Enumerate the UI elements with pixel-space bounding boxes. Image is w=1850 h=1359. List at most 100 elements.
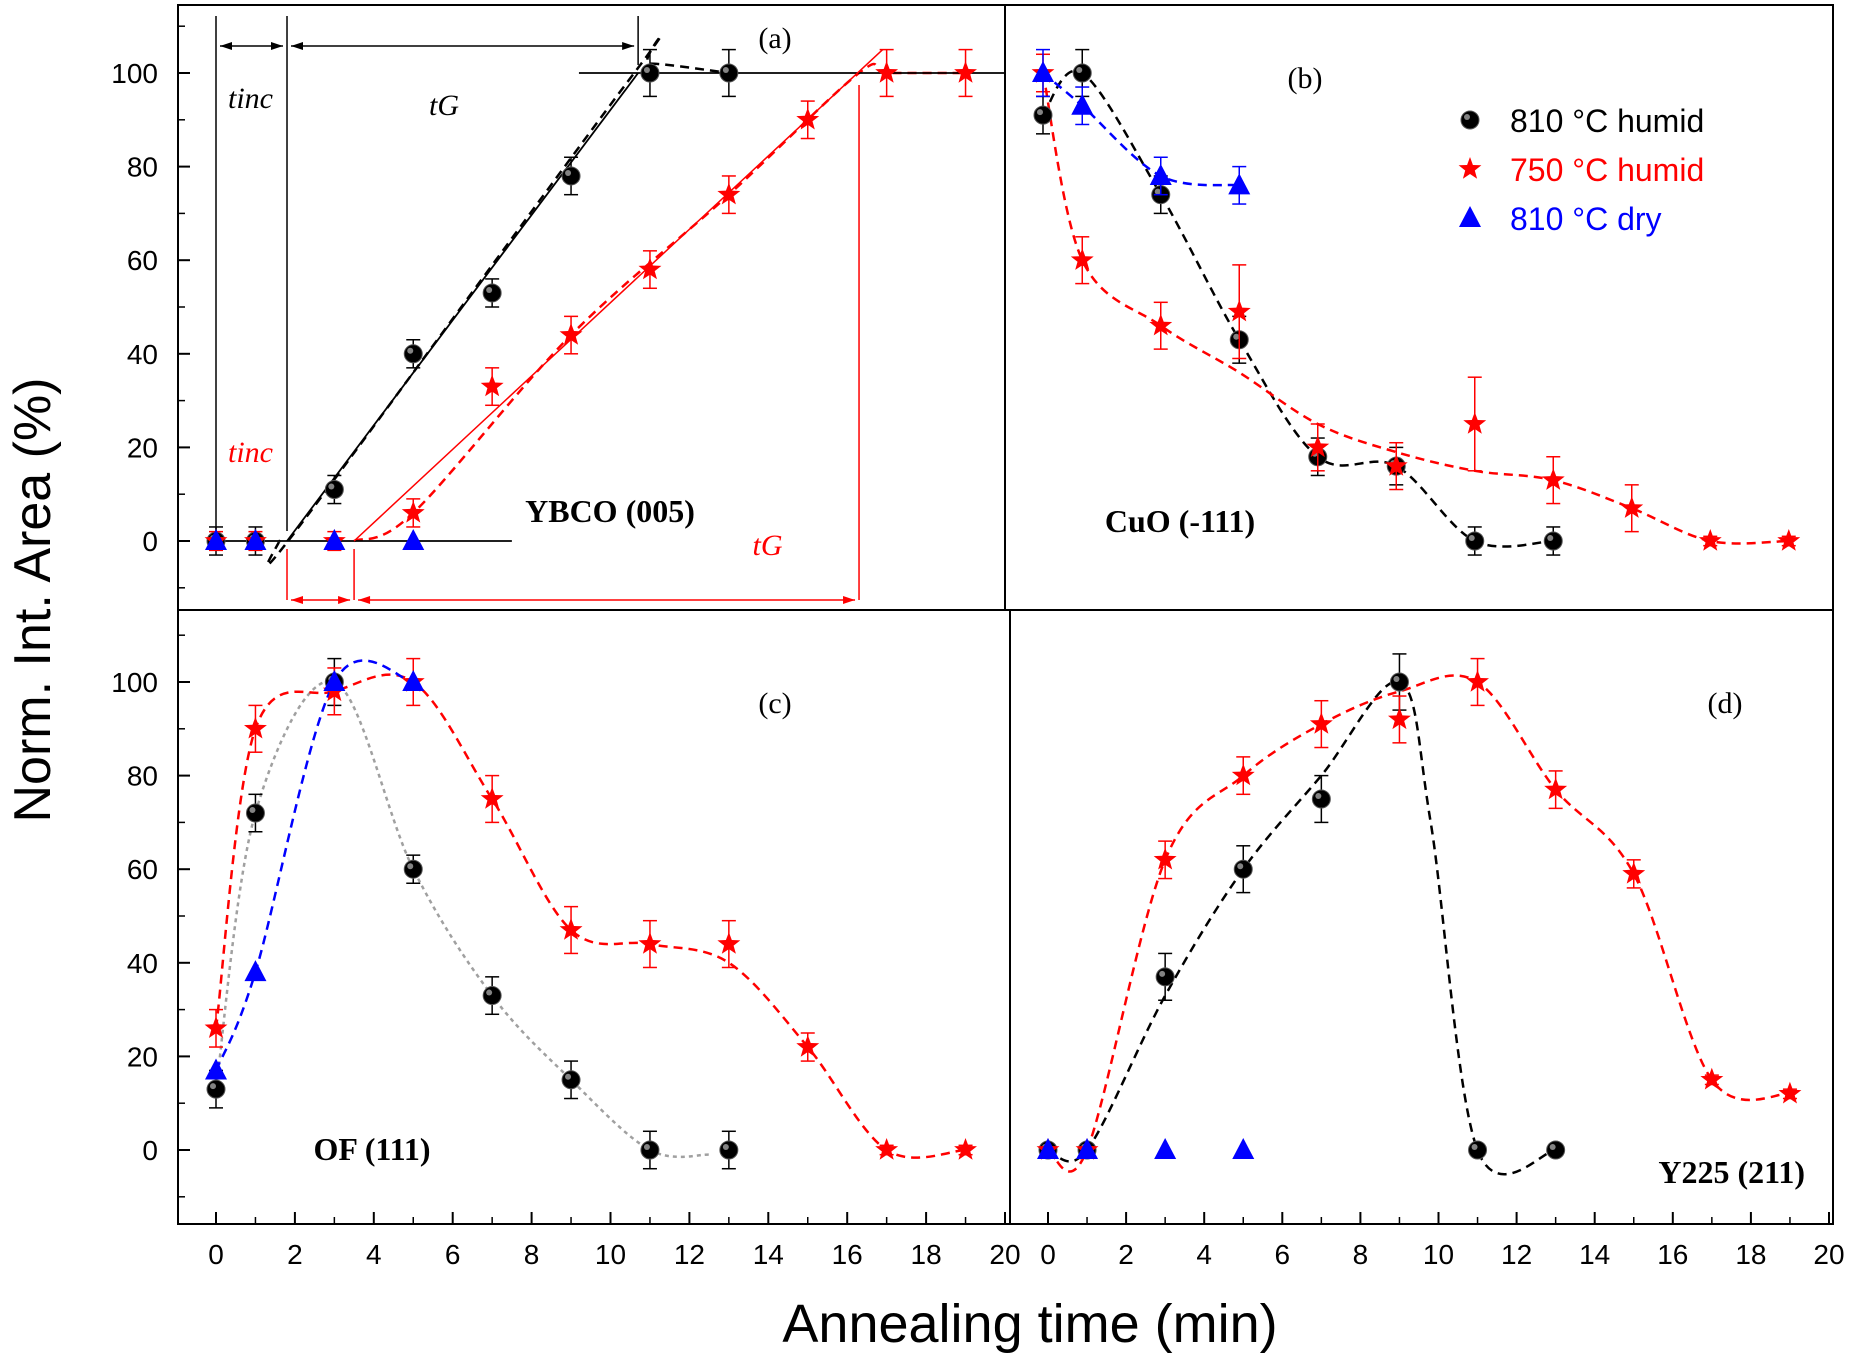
arrow-head: [358, 596, 371, 604]
fit-curve: [1041, 72, 1789, 545]
data-point: [205, 1058, 227, 1080]
data-point: [1466, 670, 1489, 692]
data-point: [638, 932, 662, 954]
data-point: [954, 61, 977, 83]
data-point: [1233, 859, 1253, 879]
data-point-highlight: [722, 67, 729, 73]
y-tick-label: 20: [127, 1041, 158, 1072]
data-point: [1149, 313, 1173, 336]
arrow-head: [291, 42, 304, 50]
data-point-highlight: [722, 1144, 729, 1150]
data-point: [1033, 105, 1053, 125]
arrow-head: [338, 596, 351, 604]
series-triangle: [205, 670, 425, 1080]
fit-curve: [1047, 674, 1791, 1173]
data-point: [1546, 1140, 1566, 1160]
data-point: [245, 803, 265, 823]
data-point: [1155, 967, 1175, 987]
data-point-highlight: [1393, 676, 1400, 682]
data-point: [796, 107, 820, 130]
data-point: [206, 1079, 226, 1099]
x-tick-label: 14: [753, 1239, 784, 1270]
legend: 810 °C humid 750 °C humid 810 °C dry: [1458, 103, 1704, 237]
arrow-head: [843, 596, 856, 604]
x-tick-label: 4: [1196, 1239, 1212, 1270]
data-point: [403, 344, 423, 364]
x-tick-label: 6: [1275, 1239, 1291, 1270]
y-tick-label: 60: [127, 245, 158, 276]
data-point-highlight: [1154, 188, 1161, 195]
data-point: [402, 529, 425, 550]
x-tick-label: 14: [1579, 1239, 1610, 1270]
arrow-head: [291, 596, 304, 604]
data-point: [244, 529, 267, 550]
y-axis-title: Norm. Int. Area (%): [4, 378, 62, 823]
panel-letter: (d): [1708, 687, 1743, 720]
y-tick-label: 100: [111, 667, 158, 698]
data-point: [1463, 412, 1487, 434]
data-point: [1154, 1138, 1177, 1159]
y-tick-label: 40: [127, 339, 158, 370]
data-point: [719, 1140, 739, 1160]
series-triangle: [1032, 48, 1251, 205]
legend-marker-highlight: [1464, 114, 1470, 120]
y-tick-label: 0: [142, 1135, 158, 1166]
data-point: [1541, 468, 1565, 490]
data-point: [401, 500, 425, 523]
phase-label: OF (111): [313, 1131, 430, 1167]
panel-c: 0 20 40 60 80 100 0 2 4 6 8 10 12 14 16 18 20 (c) OF (111): [111, 609, 1021, 1270]
data-point: [403, 859, 423, 879]
panel-d: 0 2 4 6 8 10 12 14 16 18 20 (d) Y225 (211): [1009, 609, 1845, 1270]
data-point: [244, 960, 267, 982]
panel-a: 0 20 40 60 80 100 (a) YBCO (005) tinc tG tinc tG: [111, 4, 1006, 611]
x-tick-label: 18: [1735, 1239, 1766, 1270]
data-point-highlight: [210, 1083, 216, 1090]
series-triangle: [205, 529, 425, 550]
data-point: [204, 1016, 228, 1038]
data-point: [717, 932, 741, 954]
data-point-highlight: [486, 286, 493, 293]
data-point: [205, 529, 227, 550]
data-point: [1070, 248, 1094, 270]
data-point: [559, 323, 583, 345]
tinc-label-red: tinc: [228, 436, 273, 469]
x-tick-label: 12: [674, 1239, 705, 1270]
data-point: [561, 1070, 581, 1090]
legend-marker: [1459, 206, 1481, 227]
data-point-highlight: [1315, 793, 1322, 799]
data-point-highlight: [1468, 535, 1475, 541]
data-point: [719, 63, 739, 83]
data-point: [1544, 777, 1568, 800]
x-axis-title: Annealing time (min): [782, 1294, 1277, 1354]
data-point: [638, 257, 662, 280]
data-point: [1153, 847, 1177, 870]
x-tick-label: 6: [445, 1239, 461, 1270]
data-point: [1543, 531, 1563, 551]
x-tick-label: 2: [287, 1239, 303, 1270]
data-point: [482, 986, 502, 1006]
data-point: [1071, 93, 1094, 115]
data-point-highlight: [643, 1144, 650, 1150]
fit-curve: [1041, 69, 1554, 548]
data-point: [1389, 672, 1409, 692]
legend-label: 750 °C humid: [1510, 152, 1704, 188]
data-point: [1232, 1138, 1255, 1159]
data-point-highlight: [249, 807, 256, 814]
x-tick-label: 4: [366, 1239, 382, 1270]
growth-line-red: [353, 49, 884, 542]
tg-label-red: tG: [753, 529, 783, 562]
y-tick-label: 0: [142, 526, 158, 557]
plot-frame: [1009, 609, 1834, 1225]
data-point: [640, 1140, 660, 1160]
data-point: [1700, 1067, 1724, 1090]
data-point: [1311, 789, 1331, 809]
panel-letter: (c): [758, 687, 791, 720]
legend-label: 810 °C humid: [1510, 103, 1704, 139]
x-tick-label: 0: [1040, 1239, 1056, 1270]
arrow-head: [220, 42, 232, 50]
data-point: [1032, 61, 1054, 82]
data-point: [1698, 529, 1722, 551]
x-tick-label: 0: [208, 1239, 224, 1270]
data-point: [1778, 1081, 1802, 1104]
data-point: [1388, 707, 1411, 730]
